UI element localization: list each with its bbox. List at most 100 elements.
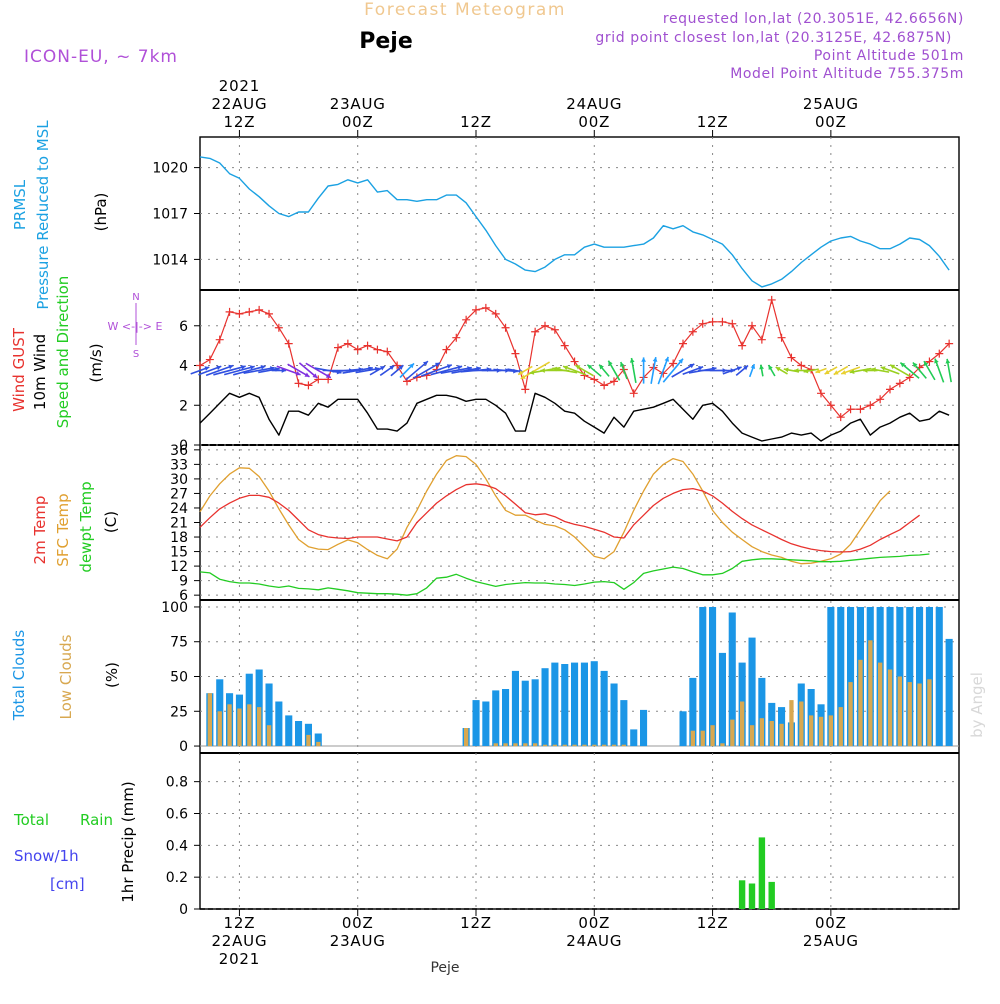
time-label-bottom: 00Z xyxy=(578,914,610,932)
wind-direction-arrow xyxy=(305,362,332,379)
clouds-label-2: Low Clouds xyxy=(57,634,75,719)
wind-direction-arrowhead xyxy=(389,365,395,370)
time-label-bottom: 25AUG xyxy=(803,932,859,950)
total-clouds-bar xyxy=(580,662,588,747)
wind-direction-arrowhead xyxy=(409,363,414,369)
wind-direction-arrowhead xyxy=(698,366,704,371)
wind-direction-arrowhead xyxy=(629,358,635,363)
low-clouds-bar xyxy=(749,725,755,747)
total-clouds-bar xyxy=(610,683,618,747)
low-clouds-bar xyxy=(730,719,735,746)
info-line-1: requested lon,lat (20.3051E, 42.6656N) xyxy=(663,11,964,27)
gust-marker xyxy=(905,373,914,382)
low-clouds-bar xyxy=(710,725,715,747)
wind-direction-arrowhead xyxy=(374,366,380,372)
gust-marker xyxy=(334,343,342,352)
gust-marker xyxy=(748,321,756,330)
footer-station: Peje xyxy=(430,960,459,976)
precip-legend-rain: Rain xyxy=(80,811,113,829)
gust-marker xyxy=(590,375,599,384)
gust-marker xyxy=(767,295,776,304)
wind-direction-arrowhead xyxy=(945,358,951,364)
total-clouds-bar xyxy=(689,677,697,747)
gust-marker xyxy=(501,323,510,332)
wind-direction-arrowhead xyxy=(540,368,545,373)
low-clouds-bar xyxy=(611,744,617,747)
gust-marker xyxy=(866,401,875,410)
low-clouds-bar xyxy=(503,743,508,747)
time-label-bottom: 12Z xyxy=(697,914,729,932)
clouds-ytick-label: 75 xyxy=(170,635,188,651)
low-clouds-bar xyxy=(247,704,252,746)
gust-marker xyxy=(265,309,273,318)
wind-direction-arrowhead xyxy=(312,373,318,378)
total-clouds-bar xyxy=(758,677,766,747)
wind-direction-arrowhead xyxy=(833,370,839,375)
total-clouds-bar xyxy=(935,607,943,747)
wind-direction-arrowhead xyxy=(249,365,255,370)
low-clouds-bar xyxy=(572,744,577,747)
wind-direction-arrowhead xyxy=(849,369,855,374)
wind-direction-arrowhead xyxy=(435,362,440,368)
low-clouds-bar xyxy=(720,743,725,747)
low-clouds-bar xyxy=(602,744,607,747)
wind-direction-arrowhead xyxy=(295,371,301,376)
gust-marker xyxy=(935,349,944,358)
wind-direction-arrowhead xyxy=(240,365,246,370)
gust-marker xyxy=(669,359,678,368)
gust-marker xyxy=(836,413,845,422)
pressure-label-1: PRMSL xyxy=(11,179,29,230)
gust-marker xyxy=(521,385,530,394)
total-clouds-bar xyxy=(295,721,303,746)
precip-unit: 1hr Precip (mm) xyxy=(119,781,137,902)
time-label-bottom: 22AUG xyxy=(211,932,267,950)
2m-temp-line xyxy=(199,483,920,553)
rain-bar xyxy=(738,880,746,909)
gust-marker xyxy=(196,361,204,370)
wind-speed-line xyxy=(199,392,950,442)
pressure-ytick-label: 1017 xyxy=(152,207,188,223)
gust-marker xyxy=(235,309,244,318)
time-label-bottom: 00Z xyxy=(342,914,374,932)
low-clouds-bar xyxy=(799,701,804,746)
total-clouds-bar xyxy=(906,607,914,747)
total-clouds-bar xyxy=(482,701,490,746)
wind-direction-arrow xyxy=(657,356,669,385)
wind-direction-arrowhead xyxy=(457,365,463,370)
wind-direction-arrowhead xyxy=(768,365,773,370)
watermark: by Angel xyxy=(968,672,986,738)
gust-marker xyxy=(472,305,480,314)
gust-marker xyxy=(255,305,264,314)
wind-ytick-label: 6 xyxy=(179,319,188,335)
wind-direction-arrowhead xyxy=(325,373,331,378)
time-label-top: 23AUG xyxy=(330,95,386,113)
low-clouds-bar xyxy=(927,679,932,747)
wind-direction-arrowhead xyxy=(759,364,764,370)
total-clouds-bar xyxy=(492,690,500,746)
low-clouds-bar xyxy=(621,744,626,747)
gust-marker xyxy=(757,335,766,344)
gust-marker xyxy=(698,319,707,328)
temp-unit: (C) xyxy=(102,511,120,533)
low-clouds-bar xyxy=(542,744,548,747)
gust-marker xyxy=(570,357,579,366)
gust-marker xyxy=(294,379,303,388)
low-clouds-bar xyxy=(759,718,764,746)
temperature-ytick-label: 12 xyxy=(170,559,188,575)
clouds-ytick-label: 0 xyxy=(179,739,188,755)
gust-marker xyxy=(481,303,490,312)
clouds-label-1: Total Clouds xyxy=(10,630,28,722)
wind-direction-arrowhead xyxy=(912,362,918,368)
time-label-bottom: 2021 xyxy=(219,950,260,968)
gust-marker xyxy=(442,345,451,354)
gust-marker xyxy=(343,339,352,348)
clouds-ytick-label: 50 xyxy=(170,670,188,686)
low-clouds-bar xyxy=(592,744,597,747)
total-clouds-bar xyxy=(551,662,559,747)
wind-direction-arrow xyxy=(332,368,364,373)
low-clouds-bar xyxy=(878,662,883,747)
low-clouds-bar xyxy=(897,676,902,746)
gust-marker xyxy=(826,401,835,410)
wind-direction-arrowhead xyxy=(599,364,604,370)
gust-marker xyxy=(550,325,559,334)
